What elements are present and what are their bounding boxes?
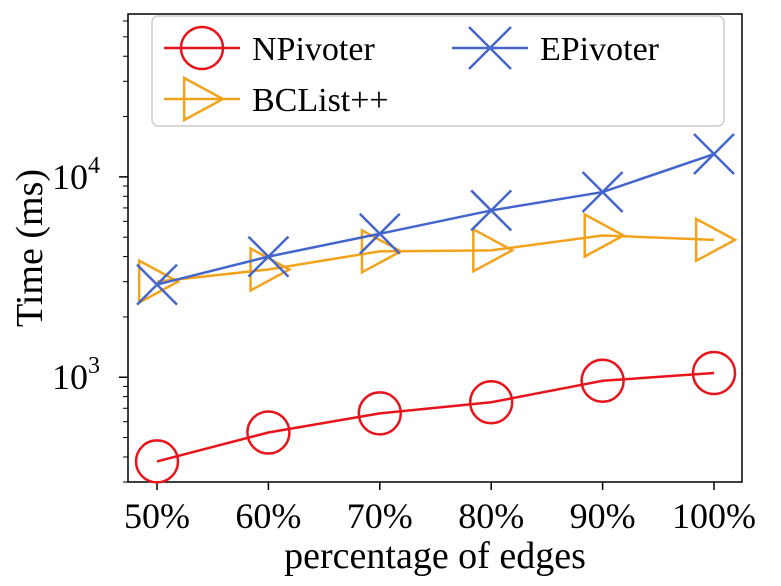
data-point bbox=[472, 227, 515, 274]
data-point bbox=[179, 25, 225, 71]
data-point bbox=[246, 410, 291, 455]
y-tick-label: 104 bbox=[52, 153, 100, 197]
data-point bbox=[581, 171, 624, 213]
x-tick-label: 100% bbox=[672, 496, 756, 536]
legend: NPivoter EPivoter BCList++ bbox=[151, 15, 725, 127]
x-tick-label: 50% bbox=[124, 496, 190, 536]
data-point bbox=[468, 380, 514, 425]
legend-label: BCList++ bbox=[252, 82, 389, 119]
x-tick-label: 80% bbox=[458, 496, 524, 536]
data-point bbox=[134, 439, 180, 484]
y-tick-label: 103 bbox=[52, 353, 100, 397]
data-point bbox=[358, 212, 401, 255]
data-point bbox=[470, 189, 513, 232]
y-axis-label: Time (ms) bbox=[9, 169, 51, 327]
x-axis-label: percentage of edges bbox=[284, 535, 586, 577]
x-tick-label: 90% bbox=[570, 496, 636, 536]
series-line bbox=[156, 152, 715, 286]
data-point bbox=[468, 26, 512, 70]
data-point bbox=[136, 263, 178, 306]
plot-area-frame bbox=[127, 13, 743, 483]
series-bclist- bbox=[137, 212, 738, 305]
legend-label: EPivoter bbox=[540, 31, 660, 68]
data-point bbox=[583, 212, 627, 259]
data-point bbox=[247, 235, 290, 278]
legend-entry: BCList++ bbox=[164, 75, 389, 123]
data-point bbox=[691, 350, 737, 396]
data-point bbox=[693, 133, 735, 175]
data-point bbox=[137, 258, 181, 305]
data-point bbox=[357, 391, 403, 436]
series-epivoter bbox=[136, 133, 735, 306]
series-line bbox=[156, 371, 715, 463]
x-tick-label: 70% bbox=[347, 496, 413, 536]
data-point bbox=[580, 358, 625, 404]
legend-label: NPivoter bbox=[252, 31, 375, 68]
x-tick-label: 60% bbox=[235, 496, 301, 536]
legend-entry: NPivoter bbox=[164, 25, 375, 71]
legend-frame bbox=[151, 15, 725, 127]
series-npivoter bbox=[134, 350, 737, 484]
legend-entry: EPivoter bbox=[452, 26, 660, 70]
data-point bbox=[694, 216, 738, 263]
data-point bbox=[182, 75, 226, 123]
